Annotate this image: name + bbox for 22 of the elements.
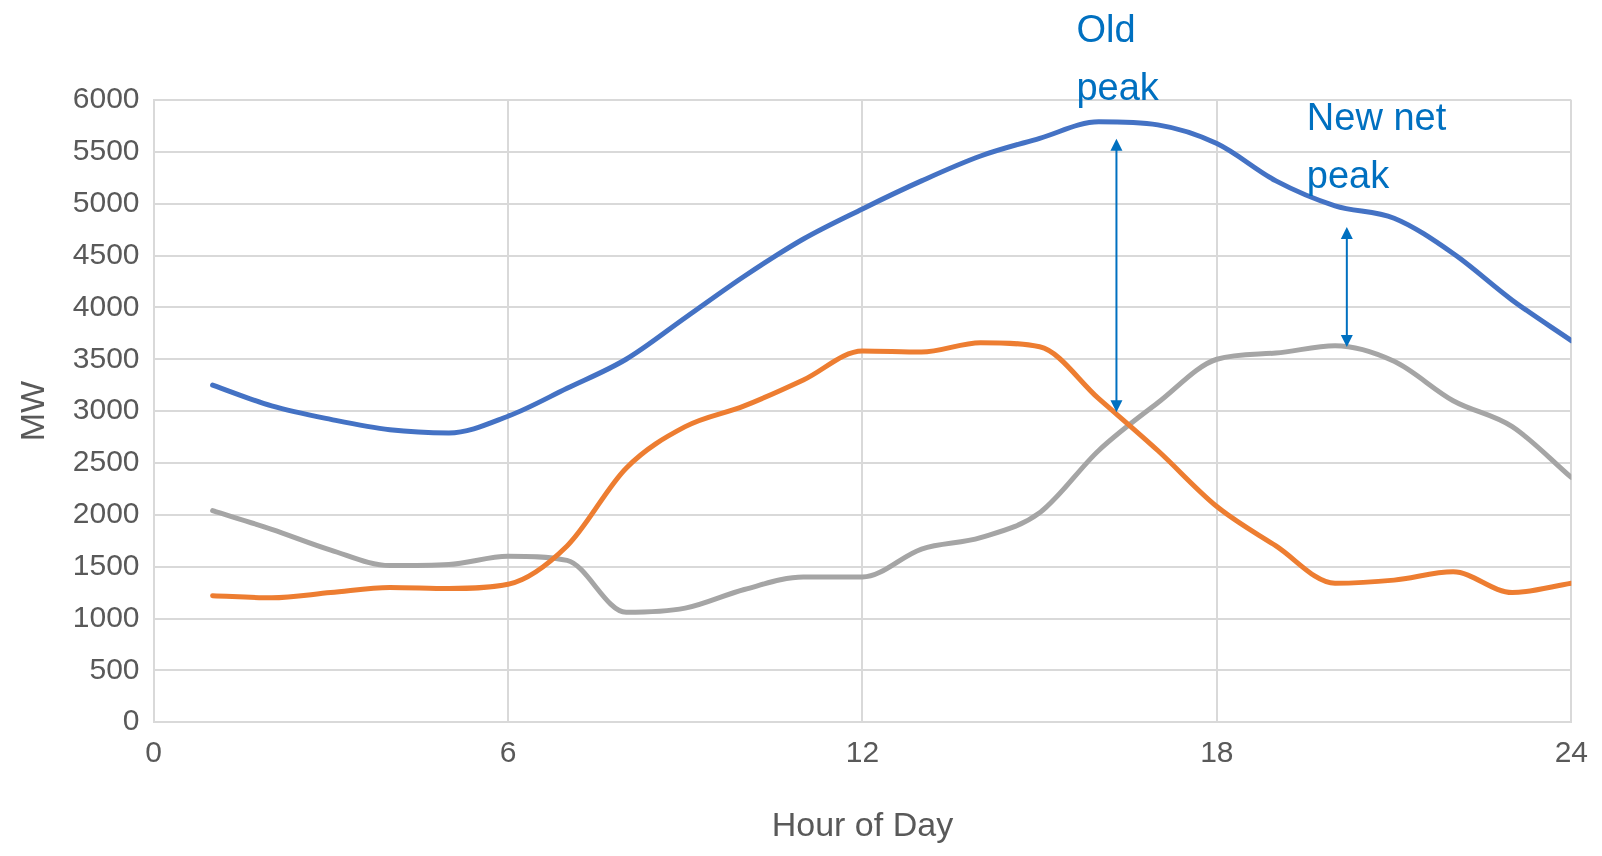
y-tick-label: 2500 xyxy=(72,444,140,478)
y-tick-label: 6000 xyxy=(72,81,140,115)
annotation: New net peak xyxy=(1306,96,1447,197)
y-tick-label: 4000 xyxy=(72,288,140,322)
x-axis-title: Hour of Day xyxy=(771,804,954,843)
y-tick-label: 3000 xyxy=(72,392,140,426)
y-axis-title: MW xyxy=(12,380,51,442)
y-tick-label: 3500 xyxy=(72,340,140,374)
x-tick-label: 12 xyxy=(845,735,880,769)
x-tick-label: 24 xyxy=(1554,735,1588,769)
y-tick-label: 0 xyxy=(122,703,140,737)
x-tick-label: 18 xyxy=(1200,735,1234,769)
x-tick-label: 0 xyxy=(145,735,162,769)
y-tick-label: 2000 xyxy=(72,496,140,530)
x-tick-label: 6 xyxy=(499,735,517,769)
y-tick-label: 1000 xyxy=(72,599,140,633)
y-tick-label: 5000 xyxy=(72,184,140,218)
y-tick-label: 1500 xyxy=(72,547,140,581)
y-tick-label: 5500 xyxy=(72,133,140,167)
y-tick-label: 500 xyxy=(89,651,140,685)
annotation: Old peak xyxy=(1076,8,1160,109)
y-tick-label: 4500 xyxy=(72,236,140,270)
